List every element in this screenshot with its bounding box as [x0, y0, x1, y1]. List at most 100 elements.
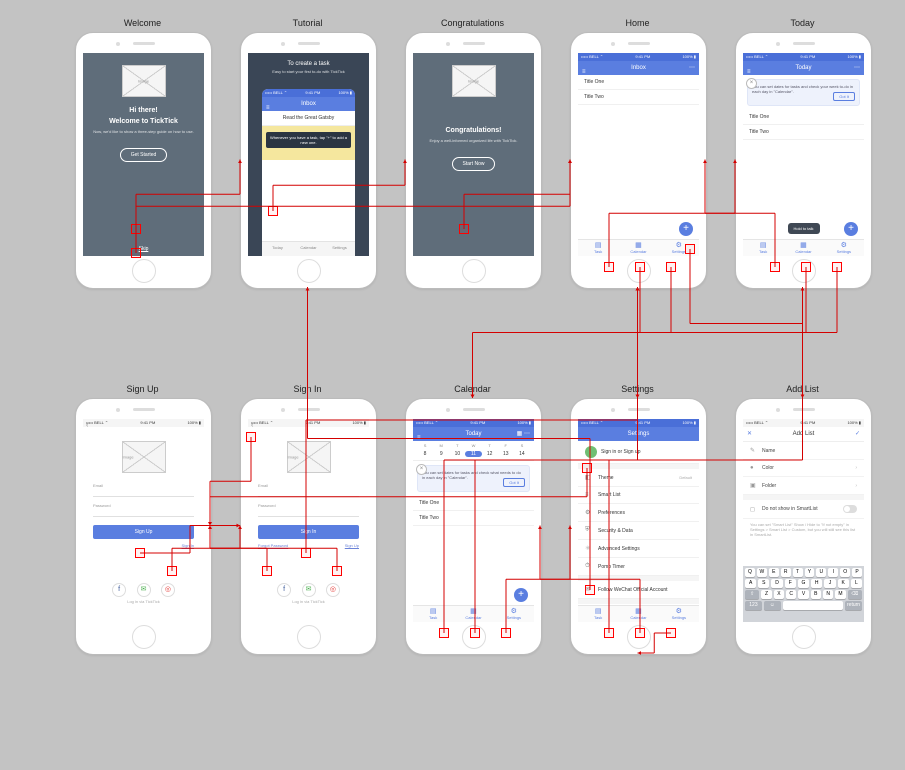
tab-task[interactable]: ▤Task — [743, 240, 783, 256]
password-field[interactable] — [93, 510, 194, 517]
key[interactable]: J — [824, 579, 835, 588]
calendar-icon[interactable]: ▦ ⋯ — [517, 427, 530, 441]
start-now-button[interactable]: Start Now — [452, 157, 496, 171]
key[interactable]: B — [811, 590, 821, 599]
tip-close-icon[interactable]: × — [416, 464, 427, 475]
hotspot[interactable] — [635, 628, 645, 638]
key[interactable]: W — [757, 568, 767, 577]
key[interactable]: U — [816, 568, 826, 577]
settings-row[interactable]: ⚙Preferences — [578, 504, 699, 522]
hotspot[interactable] — [262, 566, 272, 576]
key[interactable]: T — [793, 568, 803, 577]
key[interactable]: K — [838, 579, 849, 588]
signin-button[interactable]: Sign In — [258, 525, 359, 539]
hotspot[interactable] — [135, 548, 145, 558]
settings-signin-row[interactable]: Sign in or Sign up — [578, 441, 699, 464]
hotspot[interactable] — [131, 224, 141, 234]
name-field[interactable]: ✎Name — [743, 442, 864, 460]
tip-close-icon[interactable]: × — [746, 78, 757, 89]
hamburger-icon[interactable]: ≡ — [582, 65, 586, 79]
key[interactable]: ⌫ — [848, 590, 862, 599]
tab[interactable]: Settings — [324, 242, 355, 256]
key[interactable]: X — [774, 590, 784, 599]
key[interactable]: M — [835, 590, 845, 599]
signup-button[interactable]: Sign Up — [93, 525, 194, 539]
task-row[interactable]: Title Two — [743, 125, 864, 140]
key[interactable]: Q — [745, 568, 755, 577]
task-row[interactable]: Title Two — [413, 511, 534, 526]
hotspot[interactable] — [832, 262, 842, 272]
key[interactable]: return — [845, 601, 862, 610]
hotspot[interactable] — [770, 262, 780, 272]
key[interactable]: S — [758, 579, 769, 588]
password-field[interactable] — [258, 510, 359, 517]
add-task-fab[interactable]: + — [514, 588, 528, 602]
hotspot[interactable] — [582, 463, 592, 473]
hotspot[interactable] — [801, 262, 811, 272]
hotspot[interactable] — [332, 566, 342, 576]
tab-settings[interactable]: ⚙Settings — [494, 606, 534, 622]
facebook-icon[interactable]: f — [112, 583, 126, 597]
key[interactable]: P — [852, 568, 862, 577]
key[interactable]: C — [786, 590, 796, 599]
hotspot[interactable] — [131, 248, 141, 258]
key[interactable]: Y — [805, 568, 815, 577]
hotspot[interactable] — [501, 628, 511, 638]
hotspot[interactable] — [666, 262, 676, 272]
tab[interactable]: Today — [262, 242, 293, 256]
key[interactable] — [783, 601, 843, 610]
key[interactable]: O — [840, 568, 850, 577]
weibo-icon[interactable]: ◎ — [161, 583, 175, 597]
skip-link[interactable]: Skip — [83, 246, 204, 252]
key[interactable]: L — [851, 579, 862, 588]
key[interactable]: V — [798, 590, 808, 599]
key[interactable]: A — [745, 579, 756, 588]
hotspot[interactable] — [604, 262, 614, 272]
hotspot[interactable] — [246, 432, 256, 442]
settings-row[interactable]: ⏱Pomo Timer — [578, 558, 699, 576]
more-icon[interactable]: ⋯ — [689, 61, 695, 75]
tab-calendar[interactable]: ▦Calendar — [618, 240, 658, 256]
done-icon[interactable]: ✓ — [855, 427, 860, 441]
tab-task[interactable]: ▤Task — [578, 240, 618, 256]
settings-row[interactable]: ⛨Security & Data — [578, 522, 699, 540]
key[interactable]: Z — [761, 590, 771, 599]
hotspot[interactable] — [585, 585, 595, 595]
tab-settings[interactable]: ⚙Settings — [824, 240, 864, 256]
hamburger-icon[interactable]: ≡ — [417, 431, 421, 445]
key[interactable]: E — [769, 568, 779, 577]
right-link[interactable]: Sign In — [182, 543, 194, 548]
key[interactable]: D — [771, 579, 782, 588]
folder-field[interactable]: ▣Folder› — [743, 477, 864, 495]
forgot-password-link[interactable]: Forgot Password — [258, 543, 288, 548]
hotspot[interactable] — [666, 628, 676, 638]
tab-task[interactable]: ▤Task — [578, 606, 618, 622]
task-row[interactable]: Title One — [743, 110, 864, 125]
got-it-button[interactable]: Got It — [503, 478, 525, 487]
key[interactable]: N — [823, 590, 833, 599]
got-it-button[interactable]: Got It — [833, 92, 855, 101]
key[interactable]: I — [828, 568, 838, 577]
key[interactable]: 123 — [745, 601, 762, 610]
hamburger-icon[interactable]: ≡ — [747, 65, 751, 79]
color-field[interactable]: ●Color› — [743, 460, 864, 477]
tab-calendar[interactable]: ▦Calendar — [618, 606, 658, 622]
wechat-icon[interactable]: ✉ — [137, 583, 151, 597]
keyboard[interactable]: QWERTYUIOP ASDFGHJKL ⇧ZXCVBNM⌫ 123☺retur… — [743, 566, 864, 622]
wechat-icon[interactable]: ✉ — [302, 583, 316, 597]
cancel-icon[interactable]: ✕ — [747, 427, 752, 441]
task-row[interactable]: Title One — [413, 496, 534, 511]
hotspot[interactable] — [301, 548, 311, 558]
tab-calendar[interactable]: ▦Calendar — [783, 240, 823, 256]
tab-calendar[interactable]: ▦Calendar — [453, 606, 493, 622]
hotspot[interactable] — [685, 244, 695, 254]
hotspot[interactable] — [268, 206, 278, 216]
add-task-fab[interactable]: + — [844, 222, 858, 236]
hotspot[interactable] — [459, 224, 469, 234]
more-icon[interactable]: ⋯ — [854, 61, 860, 75]
settings-wechat-row[interactable]: ✉Follow WeChat Official Account — [578, 581, 699, 599]
key[interactable]: ☺ — [764, 601, 781, 610]
back-icon[interactable]: ‹ — [251, 422, 253, 429]
hotspot[interactable] — [470, 628, 480, 638]
key[interactable]: R — [781, 568, 791, 577]
